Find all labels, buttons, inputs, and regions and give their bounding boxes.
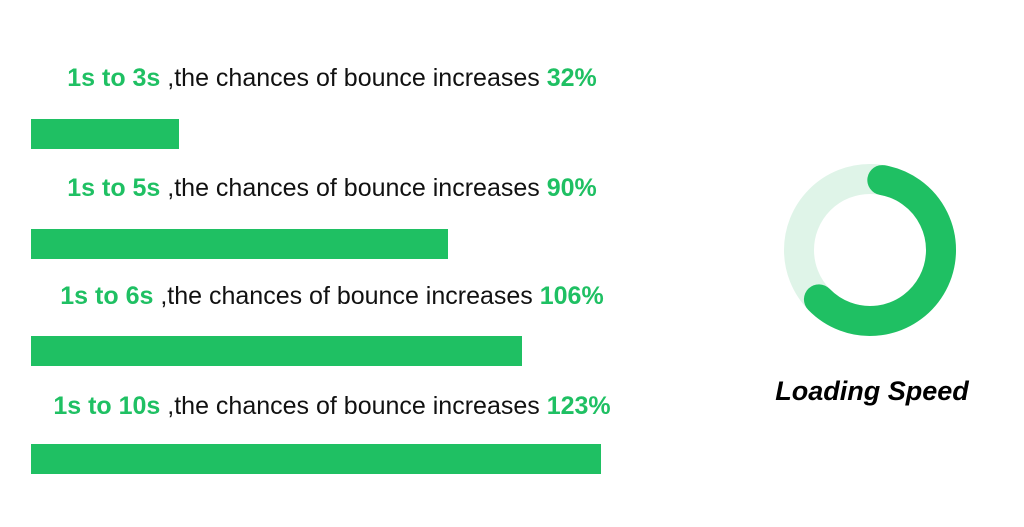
bar-description: ,the chances of bounce increases (160, 174, 547, 202)
gauge-fill-arc (803, 165, 956, 336)
bar-1 (31, 119, 179, 149)
bar-description: ,the chances of bounce increases (153, 282, 540, 310)
bar-description: ,the chances of bounce increases (160, 392, 547, 420)
bar-label-4: 1s to 10s ,the chances of bounce increas… (0, 391, 664, 421)
bar-category: 1s to 10s (53, 392, 161, 420)
bar-4 (31, 444, 601, 474)
bar-label-1: 1s to 3s ,the chances of bounce increase… (0, 63, 664, 93)
bar-category: 1s to 6s (60, 282, 154, 310)
bar-2 (31, 229, 448, 259)
bar-label-2: 1s to 5s ,the chances of bounce increase… (0, 173, 664, 203)
bar-value-label: 32% (546, 64, 597, 92)
bar-value-label: 106% (539, 282, 604, 310)
bar-label-3: 1s to 6s ,the chances of bounce increase… (0, 281, 664, 311)
bar-description: ,the chances of bounce increases (160, 64, 547, 92)
bar-category: 1s to 5s (67, 174, 161, 202)
gauge-title: Loading Speed (775, 376, 969, 406)
bounce-rate-bar-chart: 1s to 3s ,the chances of bounce increase… (0, 63, 664, 474)
bar-3 (31, 336, 522, 366)
bar-value-label: 90% (546, 174, 597, 202)
loading-speed-gauge (784, 164, 956, 336)
bar-value-label: 123% (546, 392, 611, 420)
bar-category: 1s to 3s (67, 64, 161, 92)
